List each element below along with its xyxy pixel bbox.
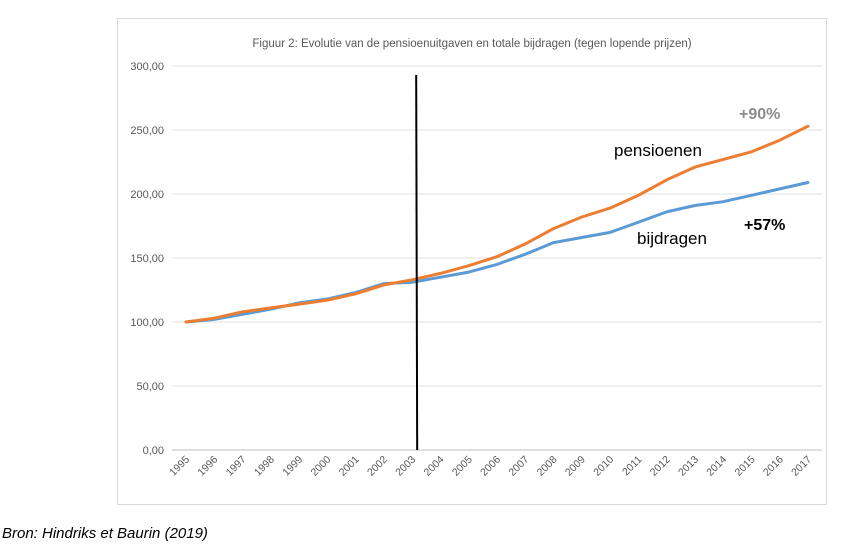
series-line-bijdragen: [184, 181, 810, 324]
y-tick-label: 300,00: [130, 61, 164, 73]
y-tick-label: 100,00: [130, 317, 164, 329]
y-tick-label: 150,00: [130, 253, 164, 265]
x-tick-label: 2003: [393, 454, 418, 479]
y-axis-ticks: 0,00 50,00 100,00 150,00 200,00 250,00 300,00: [130, 61, 164, 457]
x-tick-label: 2010: [591, 454, 616, 479]
y-tick-label: 0,00: [143, 445, 164, 457]
x-tick-label: 1997: [224, 454, 249, 479]
vertical-marker: [415, 74, 419, 451]
x-tick-label: 2007: [506, 454, 531, 479]
x-tick-label: 2002: [365, 454, 390, 479]
x-tick-label: 2011: [620, 454, 645, 479]
gridlines: [172, 65, 822, 451]
x-tick-label: 2008: [535, 454, 560, 479]
chart-title: Figuur 2: Evolutie van de pensioenuitgav…: [252, 38, 691, 50]
pensioenen-label: pensioenen: [614, 141, 702, 160]
y-tick-label: 250,00: [130, 125, 164, 137]
x-tick-label: 2016: [761, 454, 786, 479]
x-tick-label: 1995: [167, 454, 192, 479]
y-tick-label: 50,00: [136, 381, 164, 393]
x-tick-label: 2013: [676, 454, 701, 479]
x-tick-label: 2014: [704, 454, 729, 479]
x-tick-label: 1998: [252, 454, 277, 479]
bijdragen-growth-label: +57%: [744, 217, 785, 234]
x-tick-label: 2005: [450, 454, 475, 479]
series-line-pensioenen: [184, 124, 810, 324]
x-tick-label: 2000: [308, 454, 333, 479]
x-axis-ticks: 1995 1996 1997 1998 1999 2000 2001 2002 2003 2004…: [167, 454, 814, 479]
x-tick-label: 2001: [337, 454, 362, 479]
x-tick-label: 1999: [280, 454, 305, 479]
x-tick-label: 2004: [422, 454, 447, 479]
x-tick-label: 1996: [195, 454, 220, 479]
x-tick-label: 2009: [563, 454, 588, 479]
series-lines: [184, 124, 810, 324]
y-tick-label: 200,00: [130, 189, 164, 201]
x-tick-label: 2012: [648, 454, 673, 479]
bijdragen-label: bijdragen: [637, 229, 707, 248]
x-tick-label: 2017: [789, 454, 814, 479]
x-tick-label: 2015: [733, 454, 758, 479]
source-note: Bron: Hindriks et Baurin (2019): [2, 525, 208, 542]
vertical-marker-line: [415, 74, 419, 451]
pensioenen-growth-label: +90%: [739, 106, 780, 123]
chart-frame: [117, 18, 827, 505]
x-tick-label: 2006: [478, 454, 503, 479]
